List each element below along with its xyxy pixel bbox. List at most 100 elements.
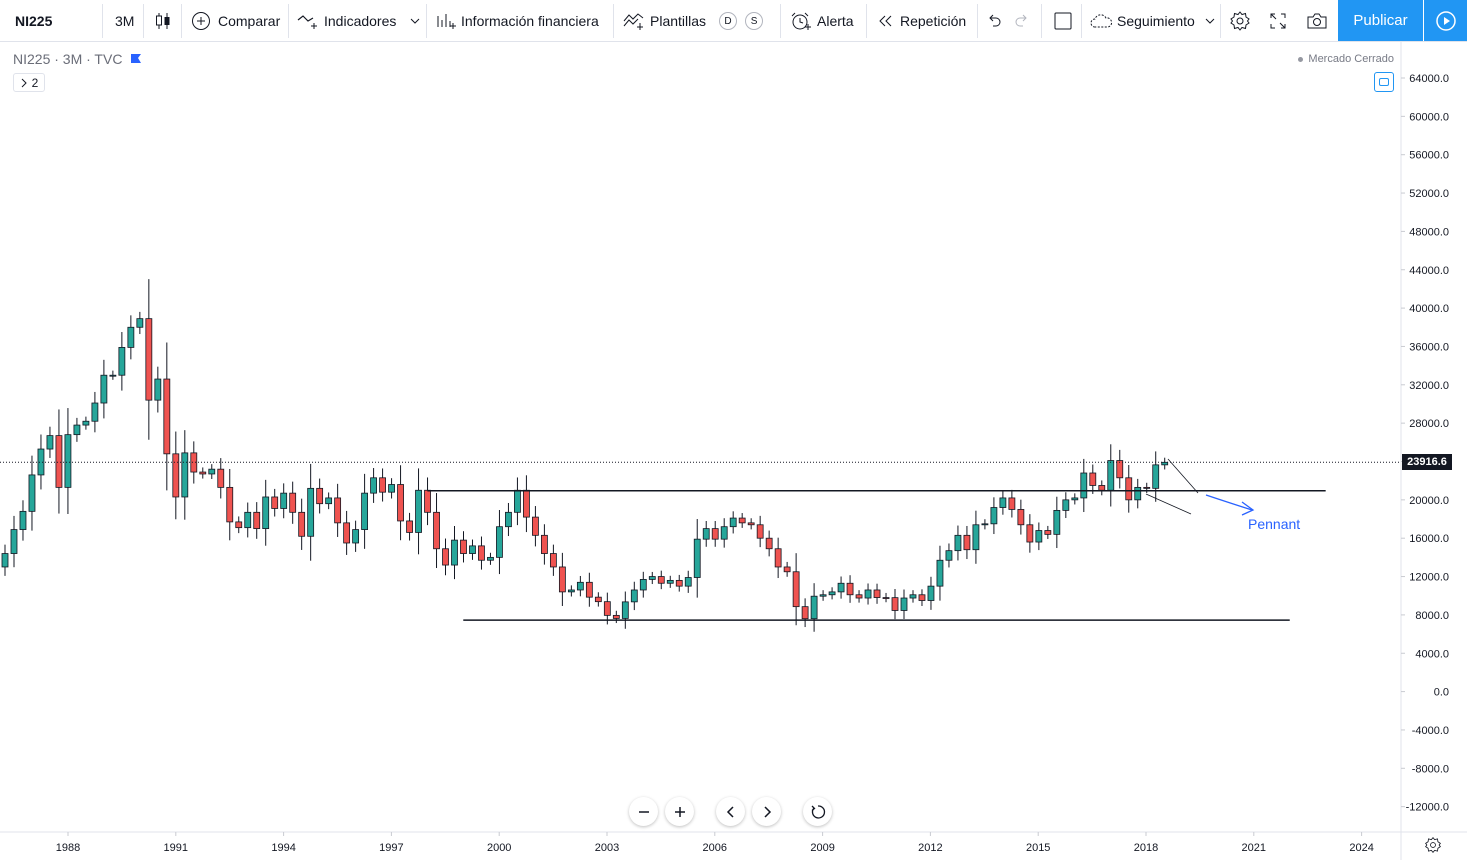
price-axis[interactable]: 64000.0 60000.0 56000.0 52000.0 48000.0 44000…: [1401, 73, 1449, 814]
candle: [1134, 478, 1142, 509]
play-button[interactable]: [1424, 0, 1467, 41]
time-tick-label: 2018: [1134, 842, 1158, 854]
pennant-arrow[interactable]: [1205, 494, 1253, 511]
alert-button[interactable]: Alerta: [790, 0, 854, 42]
redo-button[interactable]: [1013, 0, 1031, 42]
candle: [127, 315, 135, 360]
watch-button[interactable]: Seguimiento: [1089, 0, 1195, 42]
templates-badge-s[interactable]: S: [745, 12, 764, 30]
candle: [936, 545, 944, 601]
watch-label: Seguimiento: [1117, 13, 1195, 29]
pennant-annotation[interactable]: Pennant: [1248, 516, 1301, 532]
separator: [613, 4, 614, 38]
rewind-icon: [877, 14, 895, 28]
candle: [82, 416, 90, 430]
candle: [945, 543, 953, 568]
compare-button[interactable]: Comparar: [191, 0, 280, 42]
undo-button[interactable]: [985, 0, 1003, 42]
candle: [64, 408, 72, 514]
layout-button[interactable]: [1053, 0, 1073, 42]
series-legend[interactable]: NI225 · 3M · TVC: [13, 51, 142, 67]
chevron-right-icon: [762, 805, 772, 818]
candle: [109, 370, 117, 380]
candle: [1152, 451, 1160, 502]
flag-icon[interactable]: [130, 53, 142, 65]
replay-button[interactable]: Repetición: [877, 0, 966, 42]
time-tick-label: 1988: [56, 842, 80, 854]
chevron-right-icon: [20, 78, 28, 88]
price-tick-label: 52000.0: [1409, 188, 1449, 200]
auto-scale-button[interactable]: [1374, 72, 1394, 92]
zoom-in-button[interactable]: [665, 797, 694, 826]
time-axis[interactable]: 1988 1991 1994 1997 2000 2003 2006 2009 2012 2015…: [56, 832, 1374, 854]
candle: [199, 467, 207, 479]
reset-chart-button[interactable]: [803, 797, 832, 826]
templates-button[interactable]: Plantillas D S: [623, 0, 764, 42]
fullscreen-button[interactable]: [1269, 0, 1287, 42]
candle: [433, 493, 440, 569]
separator: [426, 4, 427, 38]
scroll-right-button[interactable]: [752, 797, 781, 826]
watch-dropdown[interactable]: [1204, 0, 1216, 42]
indicators-button[interactable]: Indicadores: [297, 0, 396, 42]
candle: [711, 520, 719, 547]
pennant-lower-line[interactable]: [1145, 493, 1192, 515]
candle: [972, 510, 980, 564]
candle: [1044, 525, 1052, 539]
price-tick-label: 56000.0: [1409, 150, 1449, 162]
candle: [316, 478, 324, 514]
pennant-upper-line[interactable]: [1167, 458, 1199, 494]
settings-button[interactable]: [1229, 0, 1251, 42]
candle: [891, 588, 899, 620]
candle: [388, 478, 395, 499]
candle: [145, 279, 153, 440]
candle: [702, 520, 710, 547]
indicators-dropdown[interactable]: [409, 0, 421, 42]
chart-navigation: [629, 797, 832, 826]
candle: [361, 473, 369, 549]
candle: [37, 434, 45, 490]
snapshot-button[interactable]: [1306, 0, 1328, 42]
candle: [1161, 457, 1169, 470]
candle: [379, 468, 386, 502]
financials-button[interactable]: Información financiera: [435, 0, 599, 42]
candle: [1089, 464, 1097, 494]
candle: [630, 581, 638, 611]
price-tick-label: 44000.0: [1409, 265, 1449, 277]
chevron-down-icon: [1204, 15, 1216, 27]
axis-settings-button[interactable]: [1424, 836, 1442, 859]
candle: [154, 366, 162, 413]
candle: [639, 571, 647, 598]
indicators-toggle[interactable]: 2: [13, 73, 45, 92]
candle: [253, 502, 261, 539]
zoom-out-button[interactable]: [629, 797, 658, 826]
time-tick-label: 2006: [703, 842, 727, 854]
candle: [1080, 458, 1088, 513]
candle: [10, 515, 18, 568]
candle: [999, 490, 1007, 515]
candle: [532, 506, 539, 547]
candle: [1071, 493, 1079, 505]
scroll-left-button[interactable]: [716, 797, 745, 826]
candle: [100, 359, 108, 419]
candle: [621, 591, 629, 629]
interval-button[interactable]: 3M: [115, 0, 134, 42]
symbol-search[interactable]: NI225: [15, 0, 52, 42]
chart-style-button[interactable]: [154, 0, 172, 42]
candle: [1026, 514, 1034, 553]
candle: [181, 430, 189, 520]
candle: [118, 332, 126, 391]
financials-icon: [435, 12, 457, 30]
publish-button[interactable]: Publicar: [1338, 0, 1423, 41]
candle: [855, 590, 863, 603]
candle: [415, 468, 422, 555]
templates-badge-d[interactable]: D: [719, 12, 738, 30]
candle: [567, 585, 575, 597]
cloud-icon: [1089, 13, 1113, 29]
candle: [469, 539, 476, 560]
candle: [900, 589, 908, 619]
time-tick-label: 2000: [487, 842, 511, 854]
candle: [208, 464, 216, 479]
minus-icon: [638, 806, 650, 818]
